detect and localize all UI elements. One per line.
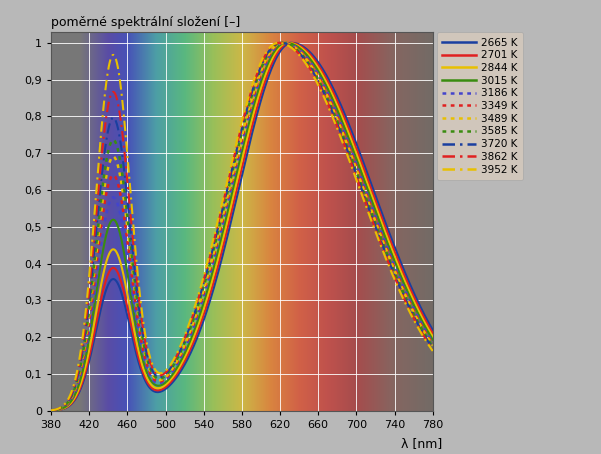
Text: poměrné spektrální složení [–]: poměrné spektrální složení [–] (51, 16, 240, 29)
X-axis label: λ [nm]: λ [nm] (401, 437, 442, 450)
Legend: 2665 K, 2701 K, 2844 K, 3015 K, 3186 K, 3349 K, 3489 K, 3585 K, 3720 K, 3862 K, : 2665 K, 2701 K, 2844 K, 3015 K, 3186 K, … (436, 32, 523, 180)
